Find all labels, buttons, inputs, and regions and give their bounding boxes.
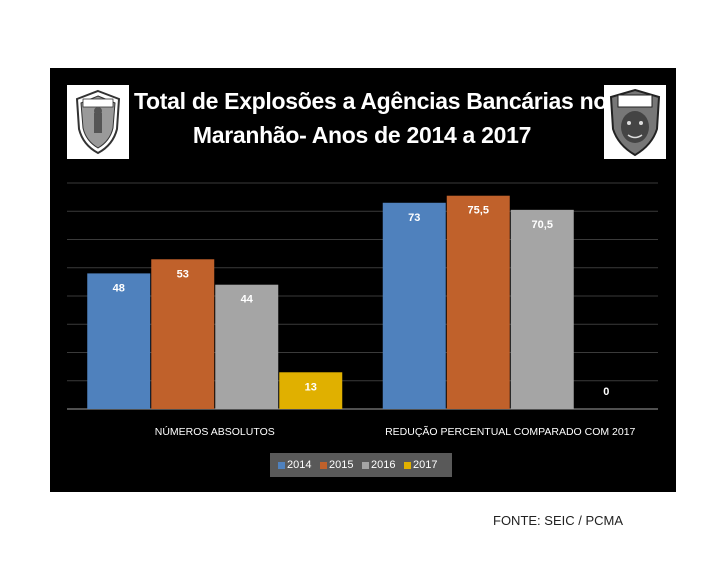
tiger-badge-icon — [609, 88, 661, 157]
legend-swatch — [278, 461, 285, 469]
bar-2016-0 — [215, 284, 279, 409]
data-label: 53 — [177, 268, 189, 280]
legend-item-2014: 2014 — [278, 453, 311, 477]
legend-item-2016: 2016 — [362, 453, 395, 477]
bar-2014-0 — [87, 273, 151, 409]
bar-2017-0 — [279, 372, 343, 409]
legend-label: 2014 — [287, 459, 312, 471]
legend-label: 2015 — [329, 459, 354, 471]
legend-swatch — [404, 461, 411, 469]
data-label: 75,5 — [468, 205, 489, 217]
bar-2015-0 — [151, 259, 215, 409]
badge-icon — [75, 89, 121, 155]
legend-label: 2016 — [371, 459, 396, 471]
data-label: 48 — [113, 282, 125, 294]
policia-civil-logo — [67, 85, 129, 159]
chart-title: Total de Explosões a Agências Bancárias … — [134, 84, 608, 152]
data-label: 44 — [241, 294, 254, 306]
category-label: NÚMEROS ABSOLUTOS — [155, 425, 275, 438]
bar-2015-1 — [446, 195, 510, 409]
bar-2016-1 — [510, 209, 574, 409]
bar-2014-1 — [382, 202, 446, 409]
legend-label: 2017 — [413, 459, 438, 471]
chart-title-line-1: Total de Explosões a Agências Bancárias … — [134, 88, 608, 114]
legend-item-2017: 2017 — [404, 453, 437, 477]
legend-swatch — [320, 461, 327, 469]
data-label: 70,5 — [532, 219, 553, 231]
chart-panel: 48 53 44 13 NÚMEROS ABSOLUTOS 73 75,5 70,5 0 REDU… — [50, 68, 676, 492]
source-note: FONTE: SEIC / PCMA — [493, 513, 624, 528]
data-label: 0 — [603, 386, 609, 398]
category-label: REDUÇÃO PERCENTUAL COMPARADO COM 2017 — [385, 425, 635, 438]
chart-title-line-2: Maranhão- Anos de 2014 a 2017 — [192, 122, 532, 148]
data-label: 13 — [305, 381, 317, 393]
data-label: 73 — [408, 212, 420, 224]
chart-legend: 2014 2015 2016 2017 — [270, 453, 452, 477]
bar-chart: 48 53 44 13 NÚMEROS ABSOLUTOS 73 75,5 70,5 0 REDU… — [67, 182, 658, 438]
seic-logo — [604, 85, 666, 159]
legend-item-2015: 2015 — [320, 453, 353, 477]
legend-swatch — [362, 461, 369, 469]
